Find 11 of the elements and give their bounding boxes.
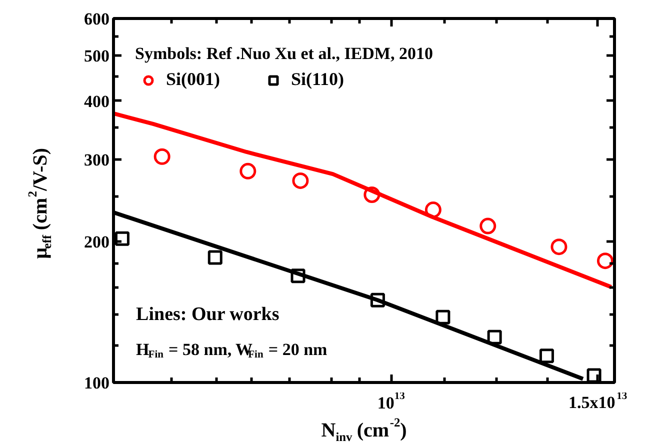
legend-label: Si(110) (291, 69, 344, 90)
legend-title: Symbols: Ref .Nuo Xu et al., IEDM, 2010 (135, 44, 433, 64)
y-tick-label: 100 (84, 374, 110, 392)
y-axis-title: μeff (cm2/V-S) (26, 148, 54, 259)
y-tick-label: 400 (84, 92, 110, 111)
y-tick-label: 500 (84, 46, 110, 66)
y-tick-label: 600 (84, 10, 110, 28)
annotation: Lines: Our works (136, 304, 280, 325)
legend-label: Si(001) (166, 69, 220, 90)
y-tick-label: 200 (84, 232, 110, 252)
y-tick-label: 300 (84, 150, 110, 170)
